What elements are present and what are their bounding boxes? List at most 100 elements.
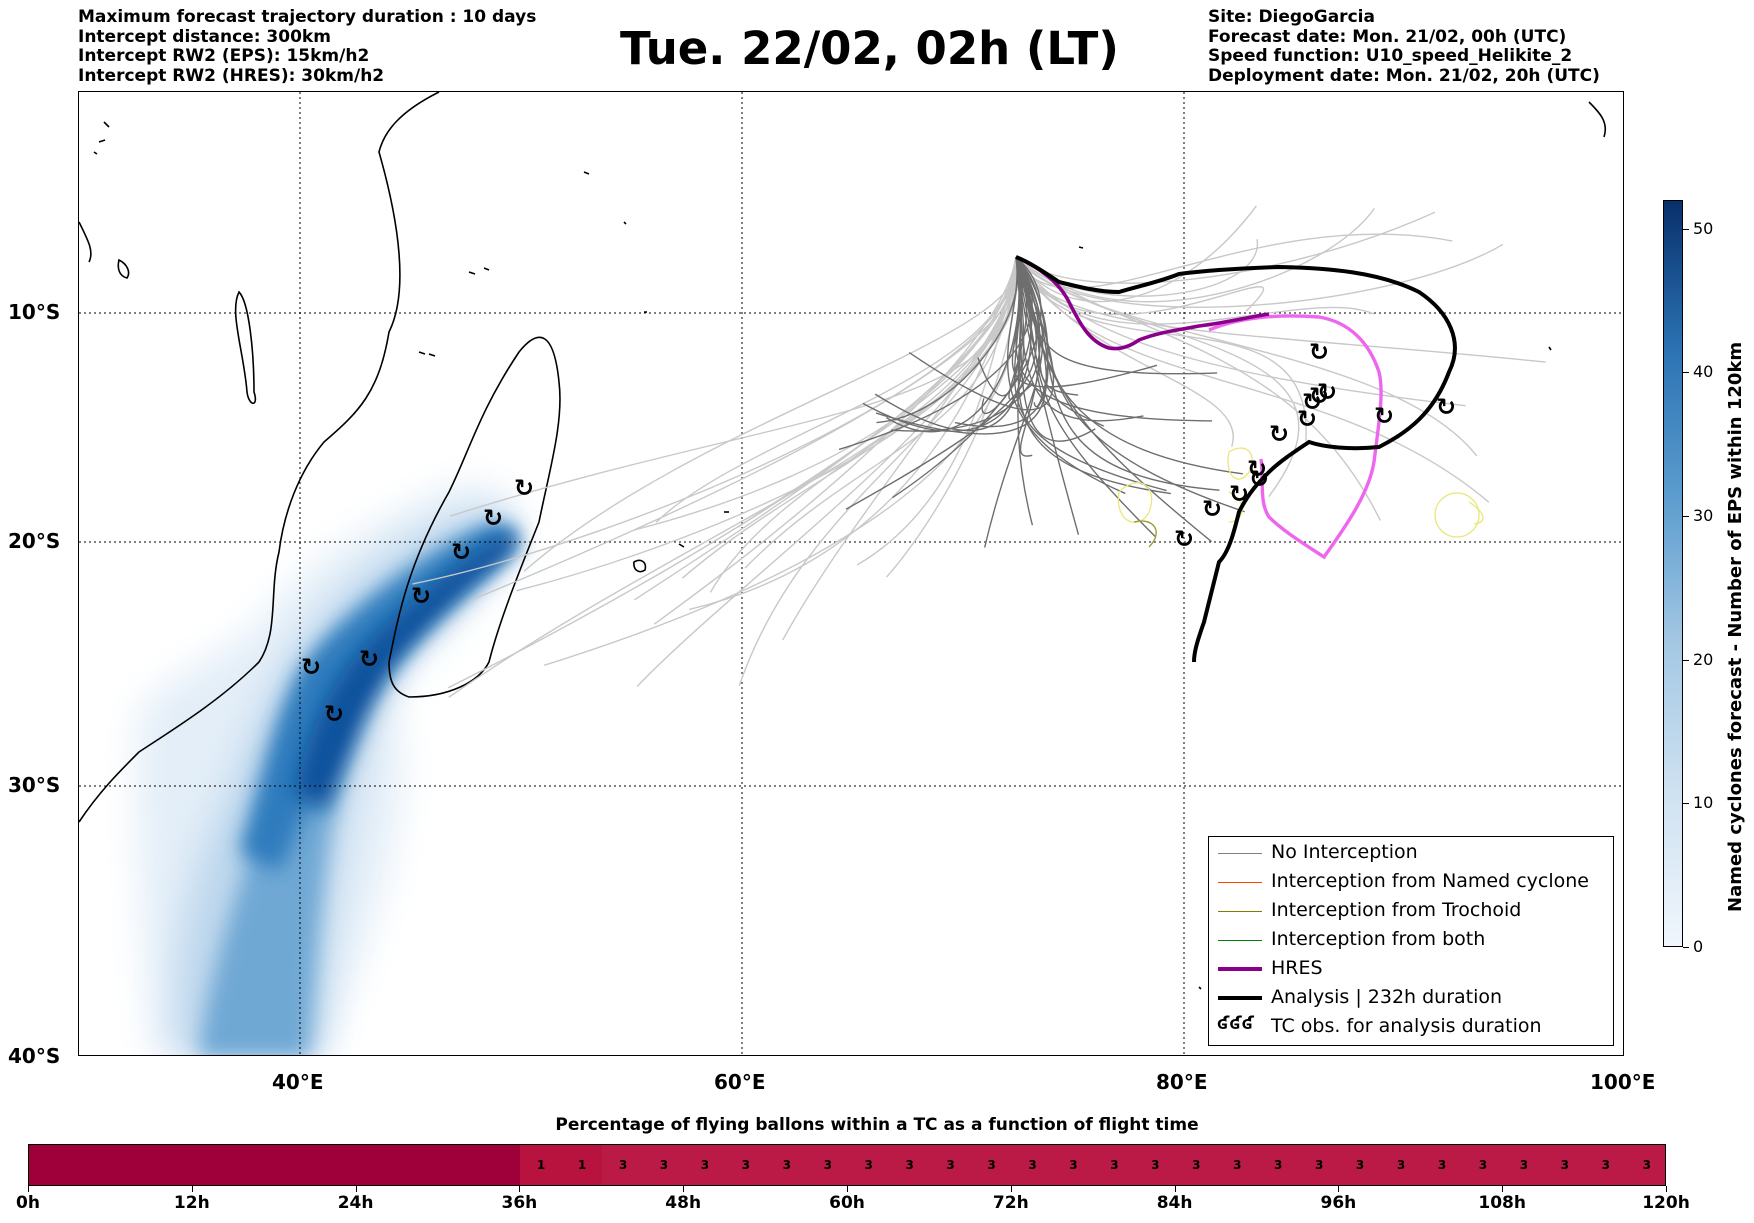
eps-trajectory bbox=[1015, 256, 1245, 513]
time-tick-label: 48h bbox=[665, 1193, 702, 1213]
map-panel[interactable]: ↻ ↻ ↻ ↻ ↻ ↻ ↻ ↻ ↻ ↻ ↻ ↻ ↻ ↻ ↻ ↻ ↻ ↻ ↻ ↻ bbox=[78, 91, 1624, 1056]
colorbar-tick bbox=[1683, 659, 1689, 661]
eps-trajectory bbox=[633, 256, 1017, 601]
legend-label: TC obs. for analysis duration bbox=[1271, 1015, 1542, 1037]
colorbar-tick bbox=[1683, 372, 1689, 374]
percentage-cell: 3 bbox=[929, 1145, 972, 1185]
hres-track bbox=[1015, 255, 1270, 351]
eps-trajectory bbox=[1015, 256, 1079, 396]
deployment-date-text: Deployment date: Mon. 21/02, 20h (UTC) bbox=[1208, 65, 1600, 86]
tc-observation-icon: ↻ bbox=[1247, 455, 1267, 483]
eps-trajectory bbox=[1015, 256, 1490, 503]
percentage-cell: 3 bbox=[1093, 1145, 1136, 1185]
legend-item-hres: HRES bbox=[1209, 955, 1613, 983]
tc-observation-icon: ↻ bbox=[1309, 382, 1329, 410]
percentage-cell bbox=[438, 1145, 480, 1185]
eps-trajectory bbox=[1011, 256, 1158, 388]
site-text: Site: DiegoGarcia bbox=[1208, 7, 1375, 27]
time-tick bbox=[519, 1186, 521, 1192]
eps-trajectory bbox=[908, 256, 1055, 411]
percentage-cell bbox=[397, 1145, 439, 1185]
pink-hres-extension bbox=[1208, 314, 1383, 560]
time-tick-label: 120h bbox=[1642, 1193, 1690, 1213]
eps-trajectory bbox=[523, 256, 1019, 572]
eps-trajectory bbox=[1015, 256, 1546, 363]
legend-swatch bbox=[1218, 940, 1262, 941]
eps-trajectory bbox=[1015, 256, 1105, 427]
time-tick-label: 72h bbox=[992, 1193, 1029, 1213]
eps-trajectories-no-interception bbox=[838, 256, 1245, 548]
lat-label-20s: 20°S bbox=[8, 529, 61, 553]
intercept-hres-text: Intercept RW2 (HRES): 30km/h2 bbox=[78, 65, 385, 86]
percentage-cell: 3 bbox=[1257, 1145, 1299, 1185]
eps-trajectory bbox=[543, 256, 1021, 666]
percentage-cell bbox=[315, 1145, 358, 1185]
eps-trajectory bbox=[1015, 256, 1041, 457]
percentage-cell: 3 bbox=[1462, 1145, 1504, 1185]
tc-observations: ↻ ↻↻↻↻↻↻↻↻↻↻↻↻↻↻↻↻ ↻↻↻ bbox=[301, 338, 1456, 728]
legend-swatch bbox=[1218, 882, 1262, 883]
percentage-cell: 3 bbox=[643, 1145, 685, 1185]
time-tick-label: 84h bbox=[1156, 1193, 1193, 1213]
legend-item-no-interception: No Interception bbox=[1209, 839, 1613, 867]
legend-label: No Interception bbox=[1271, 841, 1418, 863]
colorbar-tick bbox=[1683, 516, 1689, 518]
colorbar-tick bbox=[1683, 947, 1689, 948]
tc-observation-icon: ↻ bbox=[324, 700, 344, 728]
percentage-cell: 3 bbox=[807, 1145, 849, 1185]
legend-item-tc-obs: ʛʛʛ TC obs. for analysis duration bbox=[1209, 1013, 1613, 1041]
tc-observation-icon: ↻ bbox=[1249, 465, 1269, 493]
coastlines bbox=[79, 92, 1607, 990]
percentage-cell bbox=[356, 1145, 399, 1185]
eps-trajectory bbox=[655, 256, 1017, 523]
percentage-cell bbox=[233, 1145, 276, 1185]
eps-trajectory bbox=[862, 256, 1032, 432]
percentage-cell: 3 bbox=[1380, 1145, 1422, 1185]
time-tick bbox=[1666, 1186, 1667, 1192]
time-tick-label: 0h bbox=[16, 1193, 40, 1213]
eps-trajectory bbox=[845, 256, 1037, 510]
colorbar-tick-label: 10 bbox=[1693, 793, 1714, 813]
tc-symbol-icon: ʛʛʛ bbox=[1217, 1013, 1254, 1034]
colorbar-tick-label: 50 bbox=[1693, 218, 1714, 238]
percentage-cell bbox=[151, 1145, 194, 1185]
trochoid-loops bbox=[1117, 447, 1484, 548]
time-tick bbox=[1338, 1186, 1340, 1192]
tc-observation-icon: ↻ bbox=[483, 504, 503, 532]
eps-trajectory bbox=[1015, 243, 1504, 308]
percentage-cell: 1 bbox=[520, 1145, 562, 1185]
intercept-distance-text: Intercept distance: 300km bbox=[78, 26, 331, 47]
map-canvas[interactable]: ↻ ↻↻↻↻↻↻↻↻↻↻↻↻↻↻↻↻ ↻↻↻ bbox=[79, 92, 1624, 1056]
eps-trajectory bbox=[1015, 256, 1049, 408]
time-tick-label: 60h bbox=[829, 1193, 865, 1213]
tc-observation-icon: ↻ bbox=[451, 538, 471, 566]
colorbar-tick-label: 40 bbox=[1693, 362, 1714, 382]
lon-label-100e: 100°E bbox=[1590, 1070, 1656, 1094]
time-tick-label: 24h bbox=[337, 1193, 374, 1213]
time-tick bbox=[355, 1186, 357, 1192]
legend-label: Analysis | 232h duration bbox=[1271, 986, 1503, 1008]
tc-observation-icon: ↻ bbox=[1229, 480, 1249, 508]
percentage-cell: 3 bbox=[1544, 1145, 1586, 1185]
eps-trajectory bbox=[709, 256, 1019, 593]
cyclone-density-plume bbox=[137, 485, 520, 1055]
time-tick-label: 36h bbox=[501, 1193, 538, 1213]
percentage-cell: 3 bbox=[602, 1145, 644, 1185]
intercept-eps-text: Intercept RW2 (EPS): 15km/h2 bbox=[78, 46, 370, 66]
eps-trajectory bbox=[838, 256, 1033, 451]
time-tick bbox=[191, 1186, 193, 1192]
legend-label: Interception from both bbox=[1271, 928, 1486, 950]
time-tick-label: 96h bbox=[1320, 1193, 1357, 1213]
forecast-date-text: Forecast date: Mon. 21/02, 00h (UTC) bbox=[1208, 26, 1567, 47]
legend-swatch bbox=[1218, 967, 1262, 971]
legend-item-named-cyclone: Interception from Named cyclone bbox=[1209, 868, 1613, 896]
lon-label-60e: 60°E bbox=[714, 1070, 766, 1094]
percentage-cell bbox=[192, 1145, 235, 1185]
percentage-cell: 3 bbox=[1503, 1145, 1545, 1185]
colorbar-tick bbox=[1683, 803, 1689, 805]
percentage-cell: 1 bbox=[561, 1145, 603, 1185]
eps-trajectory bbox=[516, 256, 1018, 592]
percentage-cell: 3 bbox=[1011, 1145, 1054, 1185]
tc-observation-icon: ↻ bbox=[1309, 338, 1329, 366]
